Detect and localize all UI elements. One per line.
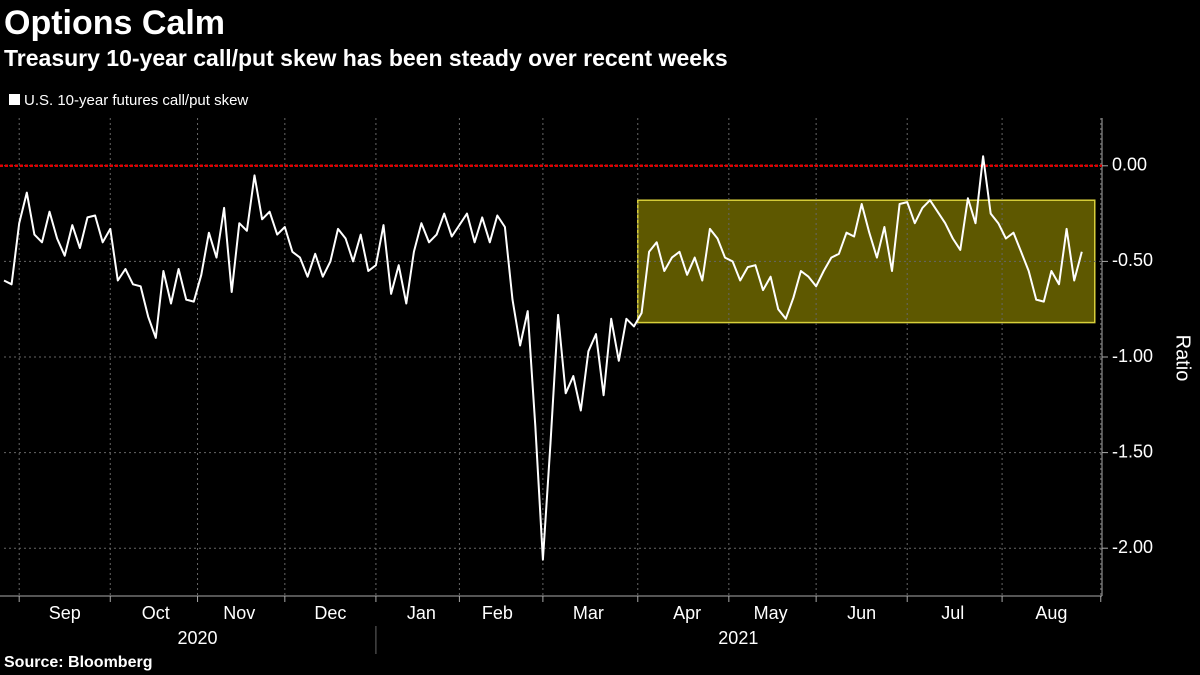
x-tick-label: Apr [673, 603, 701, 623]
x-tick-label: Jan [407, 603, 436, 623]
legend-label: U.S. 10-year futures call/put skew [24, 92, 248, 109]
x-tick-label: Aug [1035, 603, 1067, 623]
chart-subtitle: Treasury 10-year call/put skew has been … [4, 45, 728, 71]
y-tick-label: -1.00 [1112, 346, 1153, 366]
y-axis-label: Ratio [1172, 335, 1194, 382]
year-label: 2021 [718, 628, 758, 648]
x-tick-label: Jun [847, 603, 876, 623]
year-label: 2020 [178, 628, 218, 648]
x-tick-label: May [754, 603, 788, 623]
x-tick-label: Dec [314, 603, 346, 623]
x-tick-label: Mar [573, 603, 604, 623]
x-tick-label: Jul [941, 603, 964, 623]
y-tick-label: -0.50 [1112, 250, 1153, 270]
series-line [3, 155, 1083, 561]
chart-title: Options Calm [4, 4, 225, 42]
y-tick-label: 0.00 [1112, 155, 1147, 175]
legend-swatch [9, 94, 20, 105]
x-tick-label: Nov [223, 603, 255, 623]
x-tick-label: Sep [49, 603, 81, 623]
x-tick-label: Oct [142, 603, 170, 623]
y-tick-label: -2.00 [1112, 537, 1153, 557]
x-tick-label: Feb [482, 603, 513, 623]
y-tick-label: -1.50 [1112, 441, 1153, 461]
source: Source: Bloomberg [4, 654, 152, 671]
